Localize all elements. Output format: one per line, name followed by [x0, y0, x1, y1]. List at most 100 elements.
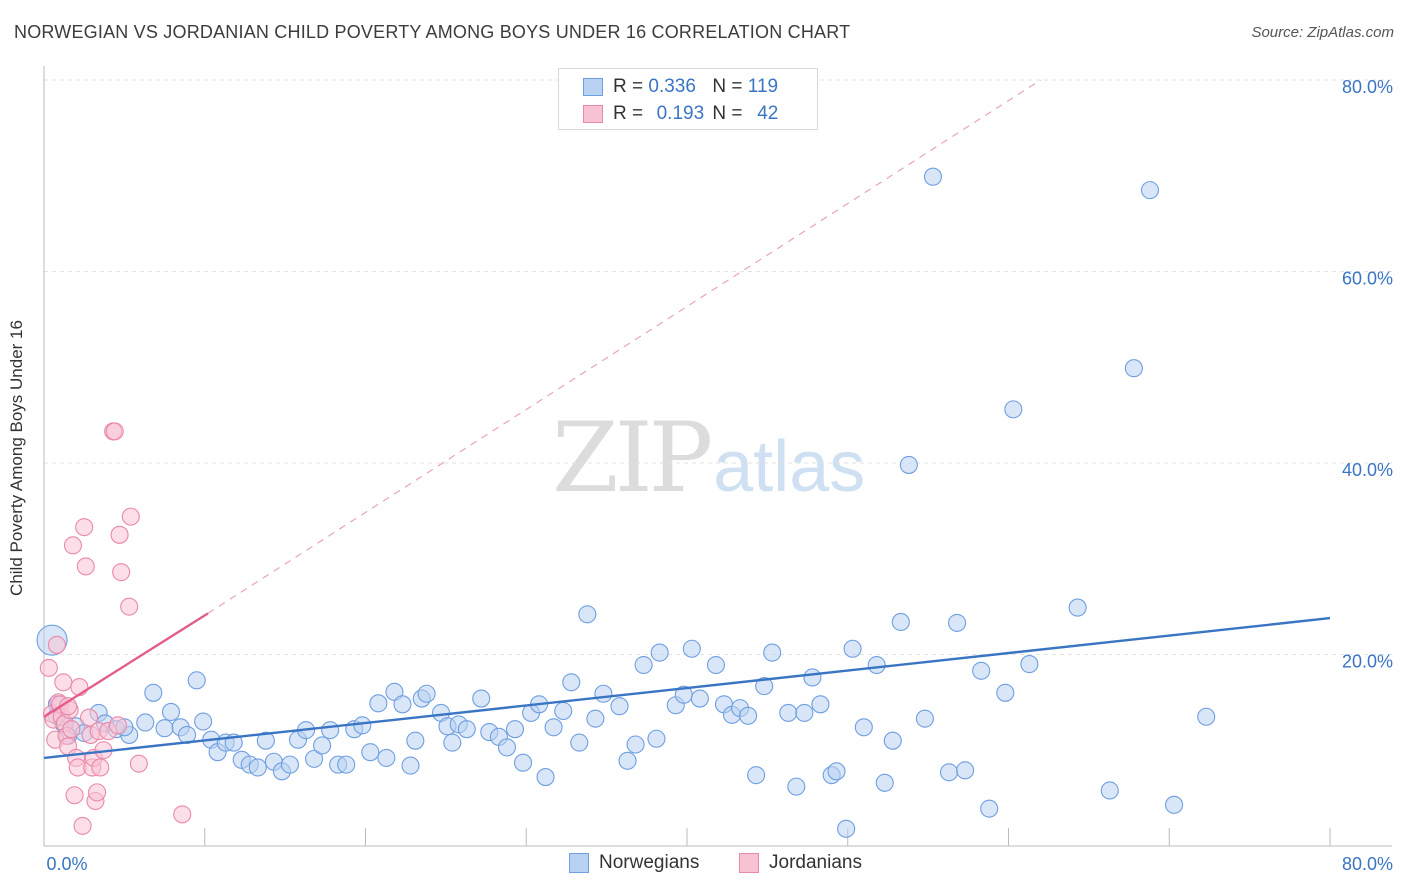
legend-n-value: 42: [757, 103, 779, 124]
point-norwegians: [647, 729, 666, 748]
point-jordanians: [110, 525, 129, 544]
legend-n-label: N =: [712, 103, 743, 124]
point-norwegians: [369, 694, 388, 713]
point-norwegians: [361, 743, 380, 762]
legend-r-label: R =: [613, 76, 644, 97]
point-norwegians: [883, 731, 902, 750]
point-norwegians: [650, 643, 669, 662]
point-norwegians: [891, 612, 910, 631]
point-norwegians: [610, 697, 629, 716]
point-norwegians: [401, 756, 420, 775]
point-norwegians: [280, 755, 299, 774]
point-norwegians: [811, 695, 830, 714]
point-norwegians: [1197, 707, 1216, 726]
y-tick-label: 80.0%: [1342, 77, 1393, 97]
legend-row-jordanians: R = 0.193 N = 42: [583, 101, 788, 127]
point-norwegians: [634, 655, 653, 675]
point-norwegians: [443, 733, 462, 752]
point-norwegians: [1100, 781, 1119, 800]
point-jordanians: [87, 783, 107, 802]
y-axis-label: Child Poverty Among Boys Under 16: [7, 320, 26, 596]
point-norwegians: [915, 709, 934, 728]
point-jordanians: [54, 673, 73, 692]
point-norwegians: [457, 720, 476, 739]
point-norwegians: [136, 713, 155, 732]
point-norwegians: [406, 731, 425, 750]
point-jordanians: [112, 563, 131, 582]
point-norwegians: [562, 673, 581, 692]
point-jordanians: [105, 422, 124, 441]
point-norwegians: [377, 748, 396, 767]
point-jordanians: [75, 518, 94, 537]
point-norwegians: [1004, 400, 1023, 419]
point-norwegians: [690, 689, 709, 708]
trend-line-jordanians: [43, 612, 209, 718]
point-jordanians: [120, 597, 139, 616]
point-norwegians: [837, 819, 856, 838]
trend-line-norwegians: [43, 616, 1331, 760]
point-norwegians: [1020, 655, 1039, 674]
point-norwegians: [626, 735, 645, 754]
y-tick-label: 60.0%: [1342, 269, 1393, 289]
point-norwegians: [353, 716, 372, 735]
point-norwegians: [972, 661, 991, 680]
point-jordanians: [39, 658, 58, 677]
point-norwegians: [939, 763, 959, 782]
point-jordanians: [73, 816, 92, 835]
point-norwegians: [155, 719, 174, 738]
point-norwegians: [854, 718, 873, 737]
point-norwegians: [305, 749, 324, 768]
series-legend: Norwegians Jordanians: [0, 852, 1406, 878]
series-legend-norwegians[interactable]: Norwegians: [569, 852, 699, 874]
point-norwegians: [1165, 795, 1184, 814]
point-norwegians: [472, 689, 491, 708]
point-norwegians: [505, 720, 525, 739]
point-norwegians: [867, 655, 886, 675]
series-swatch-norwegians: [569, 853, 589, 873]
series-swatch-jordanians: [739, 853, 759, 873]
point-jordanians: [63, 536, 82, 555]
series-legend-jordanians[interactable]: Jordanians: [739, 852, 862, 874]
point-norwegians: [843, 639, 862, 658]
point-jordanians: [108, 716, 127, 735]
point-norwegians: [795, 703, 814, 722]
point-norwegians: [417, 684, 436, 703]
point-norwegians: [570, 733, 589, 752]
legend-r-value: 0.193: [656, 103, 705, 124]
point-jordanians: [129, 754, 148, 773]
series-label-norwegians: Norwegians: [599, 852, 700, 873]
point-norwegians: [747, 766, 766, 785]
x-tick-label: 0.0%: [46, 854, 87, 874]
point-norwegians: [682, 639, 701, 658]
point-jordanians: [121, 507, 140, 526]
point-jordanians: [70, 678, 89, 697]
legend-n-value: 119: [747, 76, 779, 97]
point-norwegians: [763, 643, 782, 662]
point-norwegians: [923, 167, 942, 186]
point-norwegians: [337, 755, 356, 774]
series-label-jordanians: Jordanians: [769, 852, 862, 873]
point-jordanians: [47, 635, 66, 654]
point-norwegians: [618, 751, 637, 770]
point-norwegians: [313, 736, 332, 755]
point-norwegians: [875, 773, 894, 792]
point-jordanians: [62, 720, 81, 739]
point-norwegians: [755, 677, 774, 696]
y-tick-label: 20.0%: [1342, 652, 1393, 672]
point-norwegians: [513, 753, 533, 772]
point-norwegians: [321, 721, 340, 740]
point-norwegians: [787, 777, 806, 796]
x-tick-label: 80.0%: [1342, 854, 1393, 874]
legend-row-norwegians: R = 0.336 N = 119: [583, 74, 778, 100]
point-norwegians: [1124, 359, 1143, 378]
point-jordanians: [76, 557, 95, 576]
point-norwegians: [739, 706, 758, 725]
point-norwegians: [554, 701, 573, 721]
source-credit: Source: ZipAtlas.com: [1251, 24, 1394, 41]
legend-n-label: N =: [712, 76, 743, 97]
point-norwegians: [996, 683, 1015, 702]
point-norwegians: [256, 731, 275, 750]
legend-r-value: 0.336: [648, 76, 696, 97]
point-norwegians: [706, 655, 725, 675]
